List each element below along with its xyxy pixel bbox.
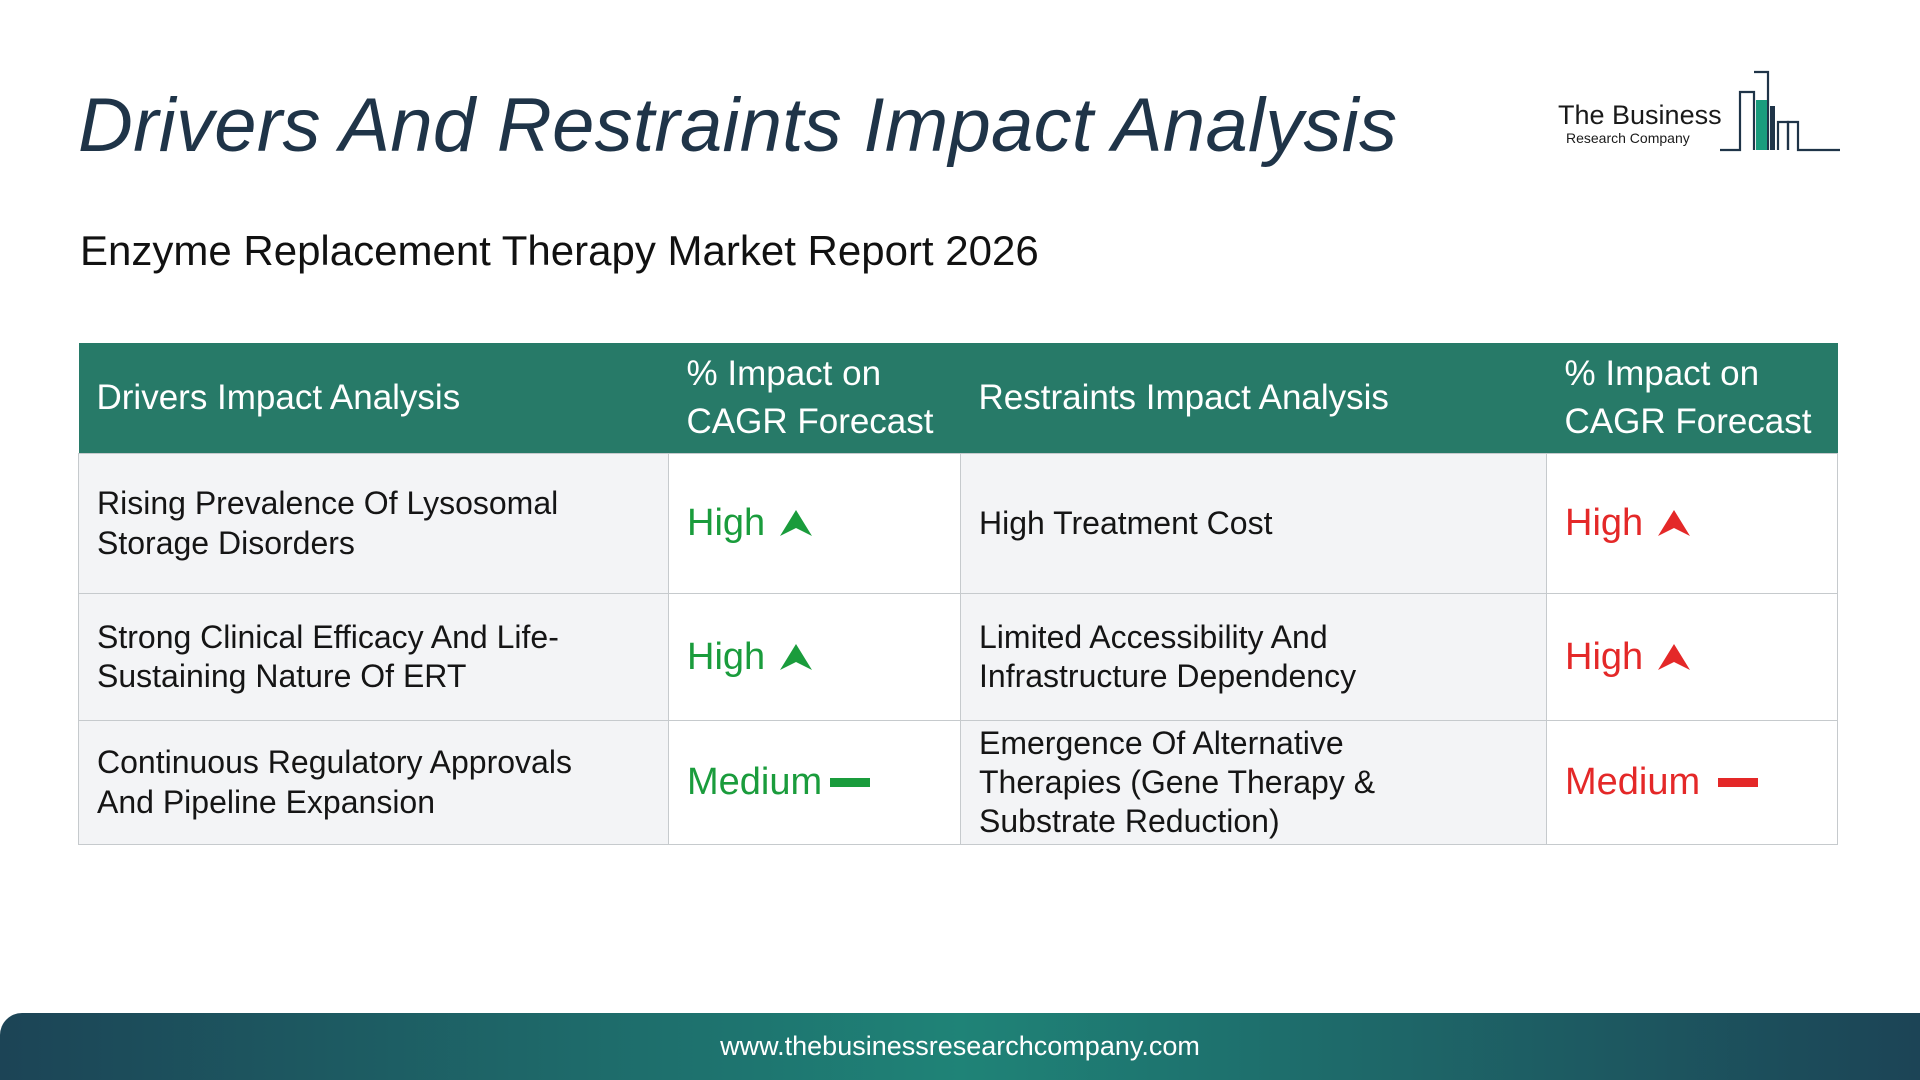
dash-icon (1718, 777, 1759, 787)
header-restraints-impact-line2: CAGR Forecast (1564, 402, 1812, 441)
header-drivers: Drivers Impact Analysis (78, 343, 669, 454)
arrow-up-icon (780, 510, 813, 537)
arrow-up-icon (1658, 643, 1691, 670)
driver-text-line: And Pipeline Expansion (97, 783, 436, 820)
driver-text-line: Storage Disorders (97, 524, 355, 561)
header-drivers-impact-line1: % Impact on (686, 354, 882, 394)
restraint-impact-level: High (1565, 500, 1691, 546)
driver-impact-label: High (687, 502, 766, 545)
table-row: Strong Clinical Efficacy And Life- Sustai… (78, 593, 1838, 721)
driver-impact-label: High (687, 635, 766, 678)
arrow-up-icon (1658, 510, 1691, 537)
logo-text-primary: The Business (1558, 100, 1722, 130)
driver-impact-level: High (687, 500, 813, 546)
restraint-text-line: Infrastructure Dependency (979, 658, 1357, 694)
restraint-text-line: High Treatment Cost (979, 504, 1273, 541)
driver-cell: Strong Clinical Efficacy And Life- Sustai… (78, 593, 669, 721)
report-subtitle: Enzyme Replacement Therapy Market Report… (80, 227, 1039, 274)
driver-impact-label: Medium (687, 761, 823, 804)
restraint-impact-level: High (1565, 634, 1691, 680)
table-row: Continuous Regulatory Approvals And Pipel… (78, 720, 1838, 845)
header-drivers-label: Drivers Impact Analysis (96, 378, 461, 418)
driver-cell: Rising Prevalence Of Lysosomal Storage Di… (78, 453, 669, 594)
driver-impact-level: High (687, 634, 813, 680)
driver-text-line: Strong Clinical Efficacy And Life- (97, 618, 559, 655)
driver-cell: Continuous Regulatory Approvals And Pipel… (78, 720, 669, 845)
page-title: Drivers And Restraints Impact Analysis (78, 83, 1398, 168)
driver-text-line: Continuous Regulatory Approvals (97, 744, 572, 781)
driver-text-line: Sustaining Nature Of ERT (97, 658, 467, 694)
restraint-impact-cell: Medium (1546, 720, 1838, 845)
restraint-text-line: Substrate Reduction) (979, 803, 1280, 840)
restraint-impact-label: High (1565, 635, 1644, 678)
restraint-text-line: Emergence Of Alternative (979, 724, 1344, 761)
arrow-up-icon (780, 643, 813, 670)
restraint-cell: Emergence Of Alternative Therapies (Gene … (960, 720, 1547, 845)
header-drivers-impact-line2: CAGR Forecast (686, 402, 934, 441)
restraint-impact-level: Medium (1565, 759, 1759, 805)
table-header-row: Drivers Impact Analysis % Impact on CAGR … (78, 343, 1838, 454)
impact-analysis-table: Drivers Impact Analysis % Impact on CAGR … (78, 343, 1838, 845)
dash-icon (830, 777, 871, 787)
footer-banner: www.thebusinessresearchcompany.com (0, 1013, 1920, 1080)
restraint-impact-cell: High (1546, 453, 1838, 594)
header-restraints: Restraints Impact Analysis (960, 343, 1547, 454)
logo-text-secondary: Research Company (1566, 130, 1690, 146)
header-restraints-impact-line1: % Impact on (1564, 354, 1760, 394)
restraint-text-line: Therapies (Gene Therapy & (979, 763, 1376, 800)
driver-impact-cell: High (668, 593, 961, 721)
restraint-impact-cell: High (1546, 593, 1838, 721)
header-restraints-label: Restraints Impact Analysis (978, 378, 1389, 418)
restraint-text-line: Limited Accessibility And (979, 618, 1328, 655)
restraint-impact-label: Medium (1565, 761, 1701, 804)
header-restraints-impact: % Impact on CAGR Forecast (1546, 343, 1838, 454)
bar-graph-icon (1720, 70, 1840, 152)
restraint-impact-label: High (1565, 502, 1644, 545)
restraint-cell: Limited Accessibility And Infrastructure … (960, 593, 1547, 721)
table-row: Rising Prevalence Of Lysosomal Storage Di… (78, 453, 1838, 594)
driver-impact-cell: Medium (668, 720, 961, 845)
driver-impact-level: Medium (687, 759, 871, 805)
footer-website-link[interactable]: www.thebusinessresearchcompany.com (720, 1031, 1200, 1061)
driver-text-line: Rising Prevalence Of Lysosomal (97, 485, 559, 522)
driver-impact-cell: High (668, 453, 961, 594)
company-logo: The Business Research Company (1550, 64, 1840, 164)
header-drivers-impact: % Impact on CAGR Forecast (668, 343, 961, 454)
restraint-cell: High Treatment Cost (960, 453, 1547, 594)
